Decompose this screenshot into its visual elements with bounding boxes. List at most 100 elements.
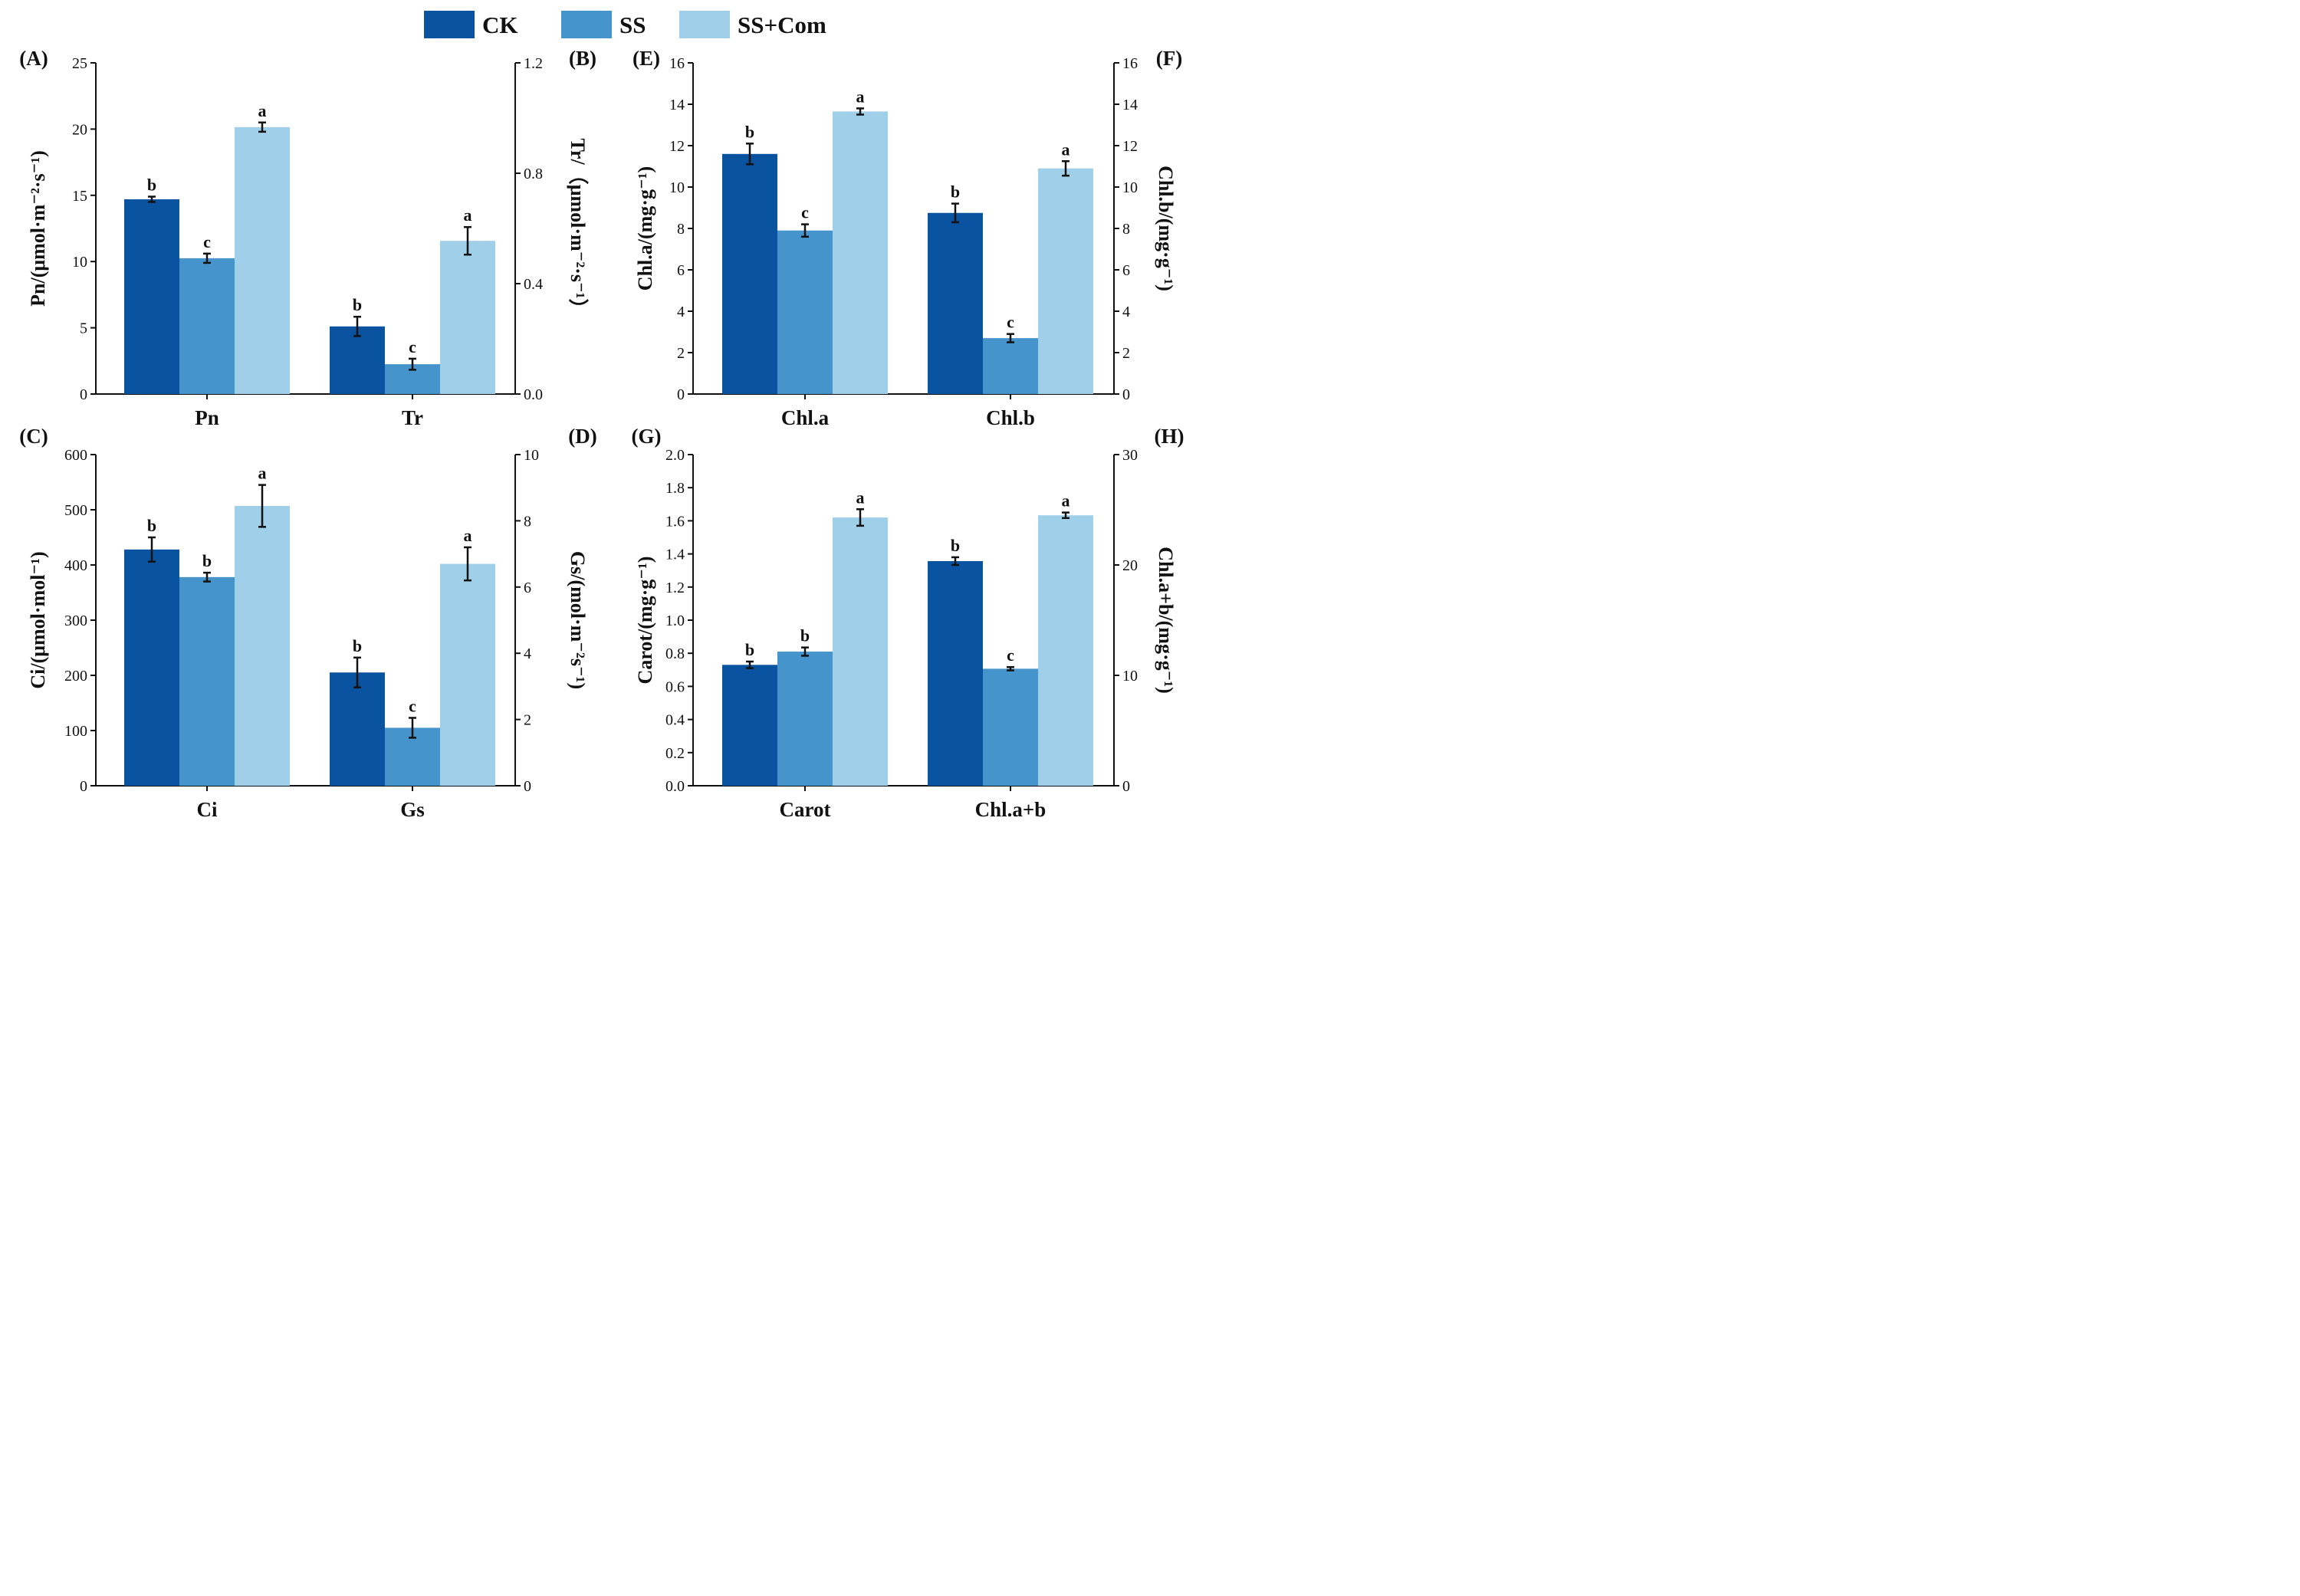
bar-ck-gs [330,672,385,786]
left-tick-label: 15 [72,188,87,205]
bar-ss-chlab [983,668,1038,786]
bar-ss-com-chlb [1038,168,1093,394]
legend-swatch-ss-com [679,11,730,38]
bar-ck-chla [722,153,777,395]
right-tick-label: 0 [1122,778,1130,795]
left-tick-label: 600 [64,447,87,464]
significance-letter: a [1062,491,1070,511]
category-label: Ci [197,798,218,821]
significance-letter: b [353,295,362,314]
bar-ss-chla [777,230,833,394]
left-tick-label: 500 [64,502,87,519]
left-tick-label: 0 [677,386,685,403]
chart-panel-2: (C) (D) 0 100 200 300 400 500 600 0 2 4 6 8 10 Ci/(μmol… [19,425,596,821]
right-tick-label: 4 [524,645,531,662]
panel-label-left: (A) [19,47,48,70]
right-tick-label: 8 [524,513,531,530]
left-tick-label: 10 [669,179,685,196]
panel-label-left: (E) [632,47,660,70]
right-tick-label: 10 [1122,668,1138,685]
significance-letter: a [258,101,267,120]
left-axis-title: Carot/(mg·g⁻¹) [634,557,656,685]
category-label: Tr [402,406,423,429]
right-tick-label: 0.0 [524,386,543,403]
right-tick-label: 0.8 [524,166,543,182]
right-axis-title: Chl.b/(mg·g⁻¹) [1155,166,1177,291]
chart-panel-4: (G) (H) 0.0 0.2 0.4 0.6 0.8 1.0 1.2 1.4 1.6 1.8 2.0 0… [632,425,1184,821]
category-label: Chl.a+b [975,798,1046,821]
figure: CK SS SS+Com (A) (B)05101520250.00.40.81.… [19,11,1184,821]
bar-ss-com-chlab [1038,515,1093,786]
bar-ss-com-carot [833,517,888,786]
left-tick-label: 0 [80,778,87,795]
left-tick-label: 16 [669,55,685,72]
left-tick-label: 1.0 [665,612,685,629]
right-tick-label: 0 [524,778,531,795]
significance-letter: b [147,176,156,195]
right-axis-title: Chl.a+b/(mg·g⁻¹) [1155,547,1177,694]
left-tick-label: 5 [80,320,87,337]
left-tick-label: 1.6 [665,513,685,530]
panel-label-right: (F) [1156,47,1182,70]
significance-letter: a [464,205,472,225]
significance-letter: b [745,640,754,659]
right-axis-title: Tr/（μmol·m⁻²·s⁻¹） [567,139,589,319]
right-tick-label: 6 [524,580,531,596]
right-tick-label: 10 [1122,179,1138,196]
significance-letter: a [856,488,865,507]
significance-letter: b [800,626,810,645]
legend-swatch-ss [561,11,612,38]
significance-letter: a [464,526,472,545]
significance-letter: b [951,182,960,202]
bar-ck-chlb [928,212,983,394]
significance-letter: b [951,536,960,555]
significance-letter: c [801,203,809,222]
left-tick-label: 0.8 [665,645,685,662]
significance-letter: c [409,337,416,356]
left-tick-label: 0.4 [665,712,685,729]
significance-letter: b [147,516,156,535]
left-tick-label: 8 [677,221,685,238]
right-tick-label: 10 [524,447,539,464]
right-tick-label: 14 [1122,97,1138,113]
bar-ck-ci [124,549,179,786]
significance-letter: c [1007,645,1014,665]
category-label: Chl.a [781,406,830,429]
left-tick-label: 0.2 [665,745,685,762]
significance-letter: a [258,464,267,483]
left-tick-label: 200 [64,668,87,685]
significance-letter: b [745,122,754,141]
chart-panel-1: (A) (B) 0 5 10 15 20 25 0.0 0.4 0.8 1.2 Pn/(μmol·m⁻²… [19,47,596,429]
right-tick-label: 2 [524,712,531,729]
left-axis-title: Chl.a/(mg·g⁻¹) [634,166,656,291]
significance-letter: a [856,87,865,106]
bar-ck-tr [330,326,385,394]
right-tick-label: 4 [1122,304,1130,320]
panel-label-right: (D) [568,425,596,448]
legend-label-ss: SS [619,11,646,38]
panel-label-right: (H) [1155,425,1184,448]
right-tick-label: 2 [1122,345,1130,362]
left-tick-label: 20 [72,121,87,138]
left-tick-label: 1.8 [665,480,685,497]
left-tick-label: 4 [677,304,685,320]
right-axis-title: Gs/(mol·m⁻²s⁻¹) [567,551,589,689]
right-tick-label: 30 [1122,447,1138,464]
left-tick-label: 100 [64,723,87,740]
right-tick-label: 0.4 [524,276,543,293]
bar-ss-com-gs [440,563,495,786]
right-tick-label: 0 [1122,386,1130,403]
legend-swatch-ck [424,11,475,38]
legend: CK SS SS+Com [424,11,826,38]
right-tick-label: 12 [1122,138,1138,155]
left-tick-label: 0 [80,386,87,403]
significance-letter: a [1062,140,1070,159]
bar-ss-pn [179,258,235,394]
category-label: Chl.b [986,406,1035,429]
right-tick-label: 1.2 [524,55,543,72]
left-tick-label: 300 [64,612,87,629]
left-tick-label: 14 [669,97,685,113]
significance-letter: b [353,636,362,655]
significance-letter: c [1007,313,1014,332]
bar-ss-com-pn [235,126,290,395]
